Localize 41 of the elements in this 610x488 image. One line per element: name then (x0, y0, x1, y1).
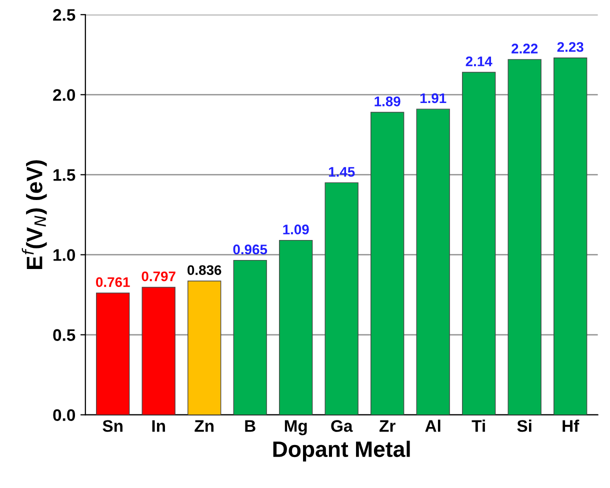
data-label: 1.09 (283, 224, 309, 234)
x-tick-label: Si (517, 420, 532, 432)
y-tick-label: 0.0 (53, 409, 75, 422)
bar (554, 58, 588, 415)
bar (462, 72, 496, 415)
y-tick-label: 0.5 (53, 329, 76, 341)
y-tick-label: 2.0 (53, 89, 75, 101)
data-label: 0.836 (188, 265, 222, 276)
bar (279, 240, 313, 415)
bar (370, 112, 404, 415)
data-label: 1.89 (374, 96, 400, 106)
y-axis-title: E$^{f}$(V$_{N}$) (eV) (22, 160, 47, 270)
x-tick-label: Mg (284, 420, 307, 436)
bar (324, 182, 358, 415)
bar (188, 280, 222, 415)
data-label: 0.797 (142, 271, 176, 282)
data-label: 2.14 (466, 56, 492, 66)
data-label: 1.45 (328, 167, 355, 177)
x-tick-label: Ga (331, 420, 353, 432)
x-tick-label: Al (425, 420, 440, 432)
data-label: 0.965 (233, 244, 268, 254)
y-tick-label: 1.0 (54, 249, 75, 261)
x-tick-label: B (245, 420, 256, 432)
data-label: 1.91 (420, 93, 446, 104)
bar (508, 59, 542, 415)
data-label: 2.23 (557, 42, 584, 52)
bar (96, 292, 130, 415)
data-label: 2.22 (512, 44, 538, 54)
x-tick-label: Hf (562, 420, 580, 432)
bar (416, 108, 450, 415)
x-axis-title: Dopant Metal (273, 440, 410, 462)
bar (142, 286, 176, 415)
x-tick-label: In (152, 420, 165, 432)
x-tick-label: Zr (380, 420, 396, 432)
x-tick-label: Ti (472, 420, 485, 432)
y-tick-label: 2.5 (53, 9, 76, 21)
data-label: 0.761 (96, 277, 130, 288)
y-tick-label: 1.5 (54, 169, 76, 181)
x-tick-label: Sn (102, 420, 122, 432)
bar (233, 260, 267, 415)
x-tick-label: Zn (194, 420, 214, 432)
